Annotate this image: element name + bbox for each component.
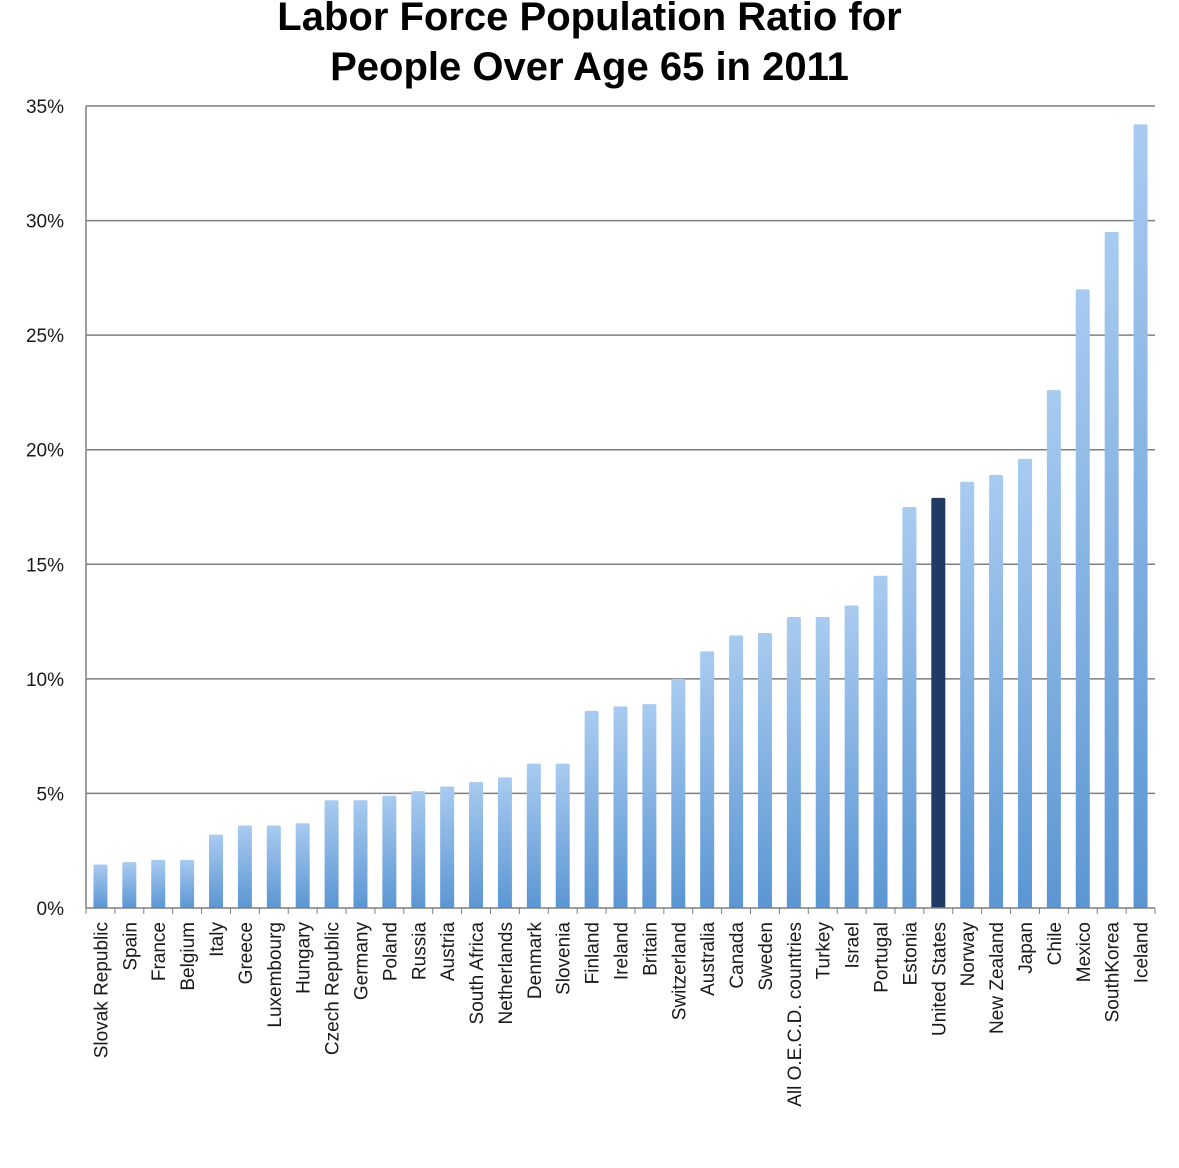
x-category-label: South Africa	[467, 922, 488, 1025]
y-tick-label: 20%	[26, 441, 64, 462]
x-category-label: SouthKorea	[1103, 922, 1124, 1023]
bar-all-o-e-c-d-countries	[786, 616, 801, 908]
bar-czech-republic	[324, 800, 339, 908]
bar-greece	[237, 825, 252, 908]
x-category-label: Greece	[236, 922, 257, 984]
y-tick-label: 0%	[37, 899, 65, 920]
bar-finland	[584, 710, 599, 908]
x-category-label: France	[149, 922, 170, 981]
bar-southkorea	[1104, 232, 1119, 908]
x-category-label: Norway	[958, 922, 979, 987]
x-category-label: Russia	[409, 922, 430, 981]
x-category-label: Turkey	[814, 922, 835, 980]
bar-belgium	[180, 859, 195, 908]
bar-canada	[729, 635, 744, 908]
x-category-label: Switzerland	[669, 922, 690, 1020]
y-tick-label: 35%	[26, 97, 64, 118]
y-tick-label: 25%	[26, 326, 64, 347]
x-category-label: Australia	[698, 922, 719, 996]
y-tick-label: 30%	[26, 212, 64, 233]
x-category-label: Spain	[120, 922, 141, 971]
bar-portugal	[873, 575, 888, 908]
gridlines	[86, 105, 1155, 795]
bar-australia	[700, 651, 715, 908]
x-category-label: Slovak Republic	[91, 922, 112, 1058]
x-category-label: Poland	[380, 922, 401, 981]
x-category-label: Finland	[583, 922, 604, 984]
bar-new-zealand	[989, 474, 1004, 908]
bar-united-states	[931, 497, 946, 908]
x-category-label: Canada	[727, 922, 748, 989]
x-category-label: Denmark	[525, 922, 546, 1000]
bar-germany	[353, 800, 368, 908]
bar-chile	[1046, 390, 1061, 908]
bar-norway	[960, 481, 975, 908]
bar-mexico	[1075, 289, 1090, 908]
bar-britain	[642, 704, 657, 908]
bar-netherlands	[497, 777, 512, 908]
chart-title-line-2: People Over Age 65 in 2011	[330, 45, 849, 89]
x-category-label: Israel	[843, 922, 864, 968]
bars	[93, 124, 1148, 909]
x-axis-category-labels: Slovak Republic Spain France Belgium Italy Gr…	[91, 922, 1152, 1107]
x-category-label: Luxembourg	[265, 922, 286, 1028]
bar-spain	[122, 862, 137, 908]
x-category-label: Mexico	[1074, 922, 1095, 982]
x-category-label: Portugal	[872, 922, 893, 993]
x-category-label: Germany	[351, 922, 372, 1001]
x-category-label: Italy	[207, 922, 228, 957]
x-category-label: Austria	[438, 922, 459, 982]
x-category-label: Japan	[1016, 922, 1037, 974]
y-tick-label: 5%	[37, 784, 65, 805]
bar-israel	[844, 605, 859, 908]
y-tick-label: 15%	[26, 555, 64, 576]
chart-title-line-1: Labor Force Population Ratio for	[277, 0, 902, 39]
bar-ireland	[613, 706, 628, 908]
x-category-label: Estonia	[900, 922, 921, 986]
x-category-label: Slovenia	[554, 922, 575, 995]
axes	[85, 106, 1156, 914]
bar-iceland	[1133, 124, 1148, 909]
x-category-label: Czech Republic	[323, 922, 344, 1055]
x-category-label: Hungary	[294, 922, 315, 994]
bar-sweden	[757, 633, 772, 908]
bar-estonia	[902, 507, 917, 908]
y-tick-label: 10%	[26, 670, 64, 691]
x-category-label: Sweden	[756, 922, 777, 991]
x-category-label: New Zealand	[987, 922, 1008, 1034]
x-category-label: United States	[929, 922, 950, 1036]
bar-hungary	[295, 823, 310, 908]
x-category-label: All O.E.C.D. countries	[785, 922, 806, 1107]
bar-france	[151, 859, 166, 908]
bar-russia	[411, 791, 426, 908]
y-axis-tick-labels: 0% 5% 10% 15% 20% 25% 30% 35%	[26, 97, 64, 920]
bar-poland	[382, 795, 397, 908]
bar-luxembourg	[266, 825, 281, 908]
x-category-label: Chile	[1045, 922, 1066, 965]
x-category-label: Ireland	[612, 922, 633, 980]
bar-italy	[209, 834, 224, 908]
bar-austria	[440, 786, 455, 908]
x-category-label: Iceland	[1132, 922, 1153, 983]
bar-south-africa	[469, 781, 484, 908]
chart-title: Labor Force Population Ratio for People …	[0, 0, 1179, 92]
bar-switzerland	[671, 678, 686, 908]
bar-slovak-republic	[93, 864, 108, 908]
bar-denmark	[526, 763, 541, 908]
bar-turkey	[815, 616, 830, 908]
x-category-label: Belgium	[178, 922, 199, 991]
x-category-label: Britain	[640, 922, 661, 976]
bar-japan	[1017, 458, 1032, 908]
bar-slovenia	[555, 763, 570, 908]
x-category-label: Netherlands	[496, 922, 517, 1024]
